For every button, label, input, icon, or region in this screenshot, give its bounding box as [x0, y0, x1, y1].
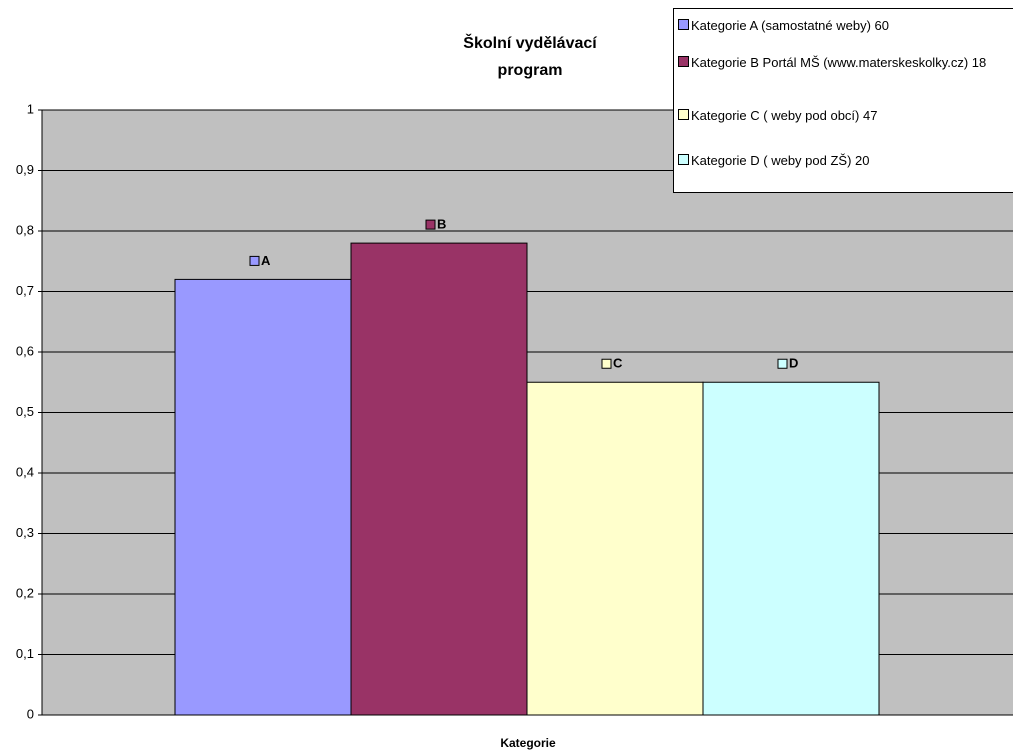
- data-label-key: [249, 255, 260, 266]
- y-tick-label: 0,3: [16, 525, 34, 540]
- bar: [350, 242, 528, 716]
- data-label-key: [601, 358, 612, 369]
- y-tick-label: 0,9: [16, 162, 34, 177]
- y-tick-label: 0,1: [16, 646, 34, 661]
- legend-key: [678, 154, 689, 165]
- legend-key: [678, 19, 689, 30]
- y-tick-label: 1: [27, 101, 34, 116]
- data-label: A: [261, 253, 271, 268]
- legend-entry: Kategorie A (samostatné weby) 60: [678, 17, 1013, 34]
- y-tick-label: 0,7: [16, 283, 34, 298]
- legend-label: Kategorie D ( weby pod ZŠ) 20: [691, 153, 870, 168]
- y-tick-label: 0,4: [16, 464, 34, 479]
- legend: Kategorie A (samostatné weby) 60 Kategori…: [673, 8, 1013, 193]
- y-tick-label: 0,6: [16, 343, 34, 358]
- data-label-key: [425, 219, 436, 230]
- data-label: D: [789, 356, 798, 371]
- y-tick-label: 0,2: [16, 585, 34, 600]
- data-label-key: [777, 358, 788, 369]
- y-tick-label: 0: [27, 706, 34, 721]
- bar: [702, 381, 880, 716]
- legend-label: Kategorie C ( weby pod obcí) 47: [691, 108, 878, 123]
- data-label: B: [437, 217, 446, 232]
- legend-key: [678, 56, 689, 67]
- y-tick-label: 0,5: [16, 404, 34, 419]
- chart-title: Školní vydělávací program: [463, 35, 597, 79]
- legend-key: [678, 109, 689, 120]
- bar: [174, 278, 352, 716]
- legend-label: Kategorie B Portál MŠ (www.materskeskolk…: [691, 55, 987, 70]
- legend-entry: Kategorie B Portál MŠ (www.materskeskolk…: [678, 54, 1013, 71]
- y-tick-label: 0,8: [16, 222, 34, 237]
- legend-label: Kategorie A (samostatné weby) 60: [691, 18, 890, 33]
- x-axis-title: Kategorie: [500, 736, 556, 750]
- bar: [526, 381, 704, 716]
- legend-entry: Kategorie C ( weby pod obcí) 47: [678, 107, 1013, 124]
- legend-entry: Kategorie D ( weby pod ZŠ) 20: [678, 152, 1013, 169]
- data-label: C: [613, 356, 623, 371]
